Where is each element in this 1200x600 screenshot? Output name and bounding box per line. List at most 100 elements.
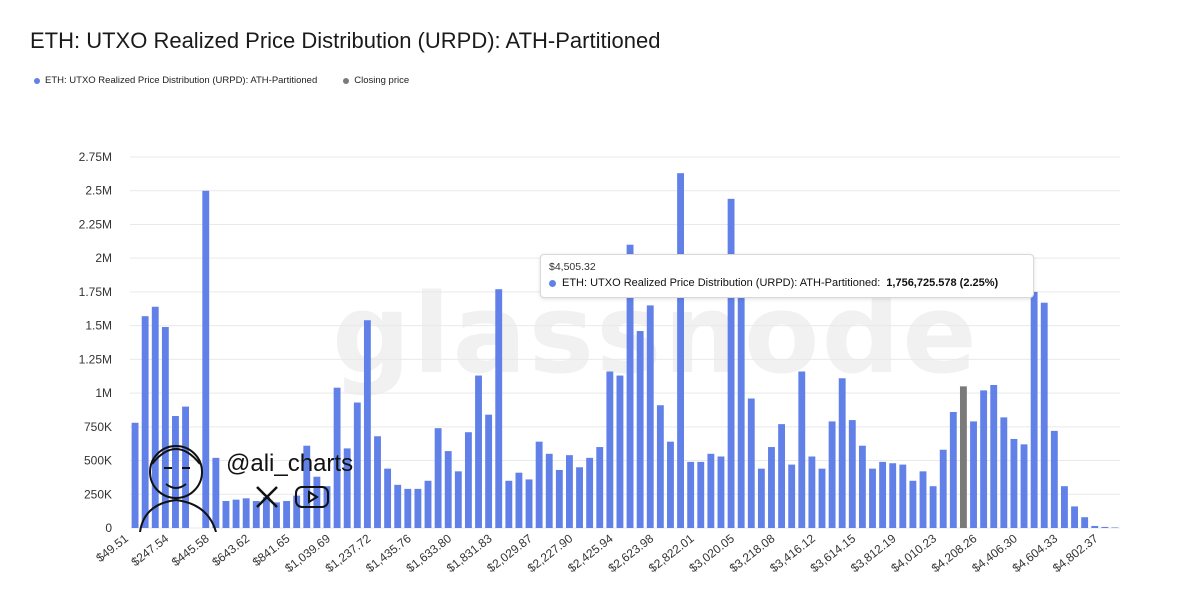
urpd-bar[interactable] [151, 306, 159, 528]
urpd-bar[interactable] [172, 416, 179, 528]
urpd-bar[interactable] [707, 453, 715, 528]
urpd-bar[interactable] [596, 447, 604, 528]
urpd-bar[interactable] [485, 414, 493, 528]
urpd-bar[interactable] [636, 331, 644, 528]
urpd-bar[interactable] [353, 402, 361, 528]
urpd-bar[interactable] [464, 432, 472, 528]
legend-item-urpd[interactable]: ETH: UTXO Realized Price Distribution (U… [34, 75, 317, 86]
urpd-bar[interactable] [778, 424, 786, 528]
urpd-bar[interactable] [444, 451, 452, 528]
urpd-bar[interactable] [242, 498, 250, 528]
urpd-bar[interactable] [202, 190, 210, 529]
urpd-bar[interactable] [677, 173, 684, 528]
urpd-bar[interactable] [222, 501, 230, 528]
x-logo-icon[interactable] [254, 484, 280, 510]
urpd-bar[interactable] [555, 469, 563, 528]
urpd-bar[interactable] [212, 457, 220, 528]
urpd-bar[interactable] [404, 488, 412, 528]
urpd-bar[interactable] [505, 480, 513, 528]
urpd-bar[interactable] [545, 453, 553, 528]
urpd-bar[interactable] [141, 316, 149, 528]
urpd-bar[interactable] [232, 499, 240, 528]
urpd-bar[interactable] [1081, 517, 1089, 528]
urpd-bar[interactable] [1101, 526, 1109, 528]
urpd-bar[interactable] [535, 441, 543, 528]
urpd-bar[interactable] [1030, 291, 1038, 528]
urpd-bar[interactable] [646, 305, 654, 528]
urpd-bar[interactable] [384, 468, 392, 528]
urpd-bar[interactable] [656, 405, 664, 528]
closing-price-bar[interactable] [959, 386, 967, 528]
urpd-bar[interactable] [1020, 444, 1028, 528]
urpd-bar[interactable] [333, 387, 341, 528]
youtube-icon[interactable] [294, 484, 330, 510]
urpd-bar[interactable] [1050, 430, 1058, 528]
urpd-bar[interactable] [727, 198, 735, 528]
urpd-bar[interactable] [838, 378, 846, 528]
urpd-bar[interactable] [525, 479, 533, 528]
urpd-bar[interactable] [828, 421, 836, 528]
urpd-bar[interactable] [909, 480, 917, 528]
urpd-bar[interactable] [939, 449, 947, 528]
urpd-bar[interactable] [879, 461, 887, 528]
urpd-bar[interactable] [818, 468, 826, 528]
urpd-bar[interactable] [919, 471, 927, 528]
urpd-bar[interactable] [454, 471, 462, 528]
urpd-bar[interactable] [475, 375, 482, 528]
urpd-bar[interactable] [667, 441, 674, 528]
urpd-bar[interactable] [576, 467, 583, 528]
urpd-bar[interactable] [394, 484, 402, 528]
urpd-bar[interactable] [717, 456, 725, 529]
urpd-bar[interactable] [869, 468, 876, 528]
urpd-bar[interactable] [606, 371, 614, 528]
urpd-bar[interactable] [687, 461, 695, 528]
urpd-bar[interactable] [626, 244, 634, 528]
urpd-bar[interactable] [1111, 527, 1119, 528]
urpd-bar[interactable] [323, 486, 331, 528]
urpd-bar[interactable] [515, 472, 523, 528]
urpd-bar[interactable] [757, 468, 765, 528]
urpd-bar[interactable] [1071, 506, 1078, 528]
urpd-bar[interactable] [980, 390, 988, 528]
urpd-bar[interactable] [293, 495, 301, 528]
urpd-bar[interactable] [1000, 417, 1008, 528]
urpd-bar[interactable] [313, 476, 321, 528]
urpd-bar[interactable] [949, 411, 957, 528]
urpd-bar[interactable] [414, 488, 422, 528]
urpd-bar[interactable] [788, 464, 796, 528]
urpd-bar[interactable] [343, 448, 351, 528]
legend-item-closing-price[interactable]: Closing price [343, 75, 409, 86]
urpd-bar[interactable] [697, 461, 705, 528]
urpd-bar[interactable] [363, 320, 371, 528]
urpd-bar[interactable] [929, 486, 937, 528]
urpd-bar[interactable] [586, 457, 594, 528]
urpd-bar[interactable] [899, 464, 907, 528]
urpd-bar[interactable] [747, 398, 755, 528]
urpd-bar[interactable] [283, 501, 291, 528]
urpd-bar[interactable] [495, 289, 503, 528]
urpd-bar[interactable] [182, 406, 189, 528]
urpd-bar[interactable] [737, 290, 745, 528]
urpd-bar[interactable] [273, 502, 280, 528]
urpd-bar[interactable] [858, 445, 866, 528]
urpd-bar[interactable] [252, 501, 260, 528]
urpd-bar[interactable] [808, 456, 816, 529]
urpd-bar[interactable] [768, 447, 775, 528]
urpd-bar[interactable] [798, 371, 806, 528]
urpd-bar[interactable] [1091, 525, 1099, 528]
urpd-bar[interactable] [1040, 302, 1048, 528]
urpd-bar[interactable] [161, 326, 169, 528]
urpd-bar[interactable] [434, 428, 442, 528]
urpd-bar[interactable] [848, 420, 856, 528]
urpd-bar[interactable] [566, 455, 573, 528]
urpd-bar[interactable] [131, 422, 139, 528]
urpd-bar[interactable] [616, 375, 624, 528]
urpd-bar[interactable] [374, 436, 381, 528]
urpd-bar[interactable] [990, 385, 998, 528]
urpd-bar[interactable] [1010, 438, 1018, 528]
urpd-bar[interactable] [889, 463, 897, 528]
urpd-bar[interactable] [424, 480, 432, 528]
urpd-bar[interactable] [1061, 486, 1068, 528]
urpd-bar[interactable] [970, 421, 977, 528]
urpd-bar[interactable] [262, 496, 270, 528]
